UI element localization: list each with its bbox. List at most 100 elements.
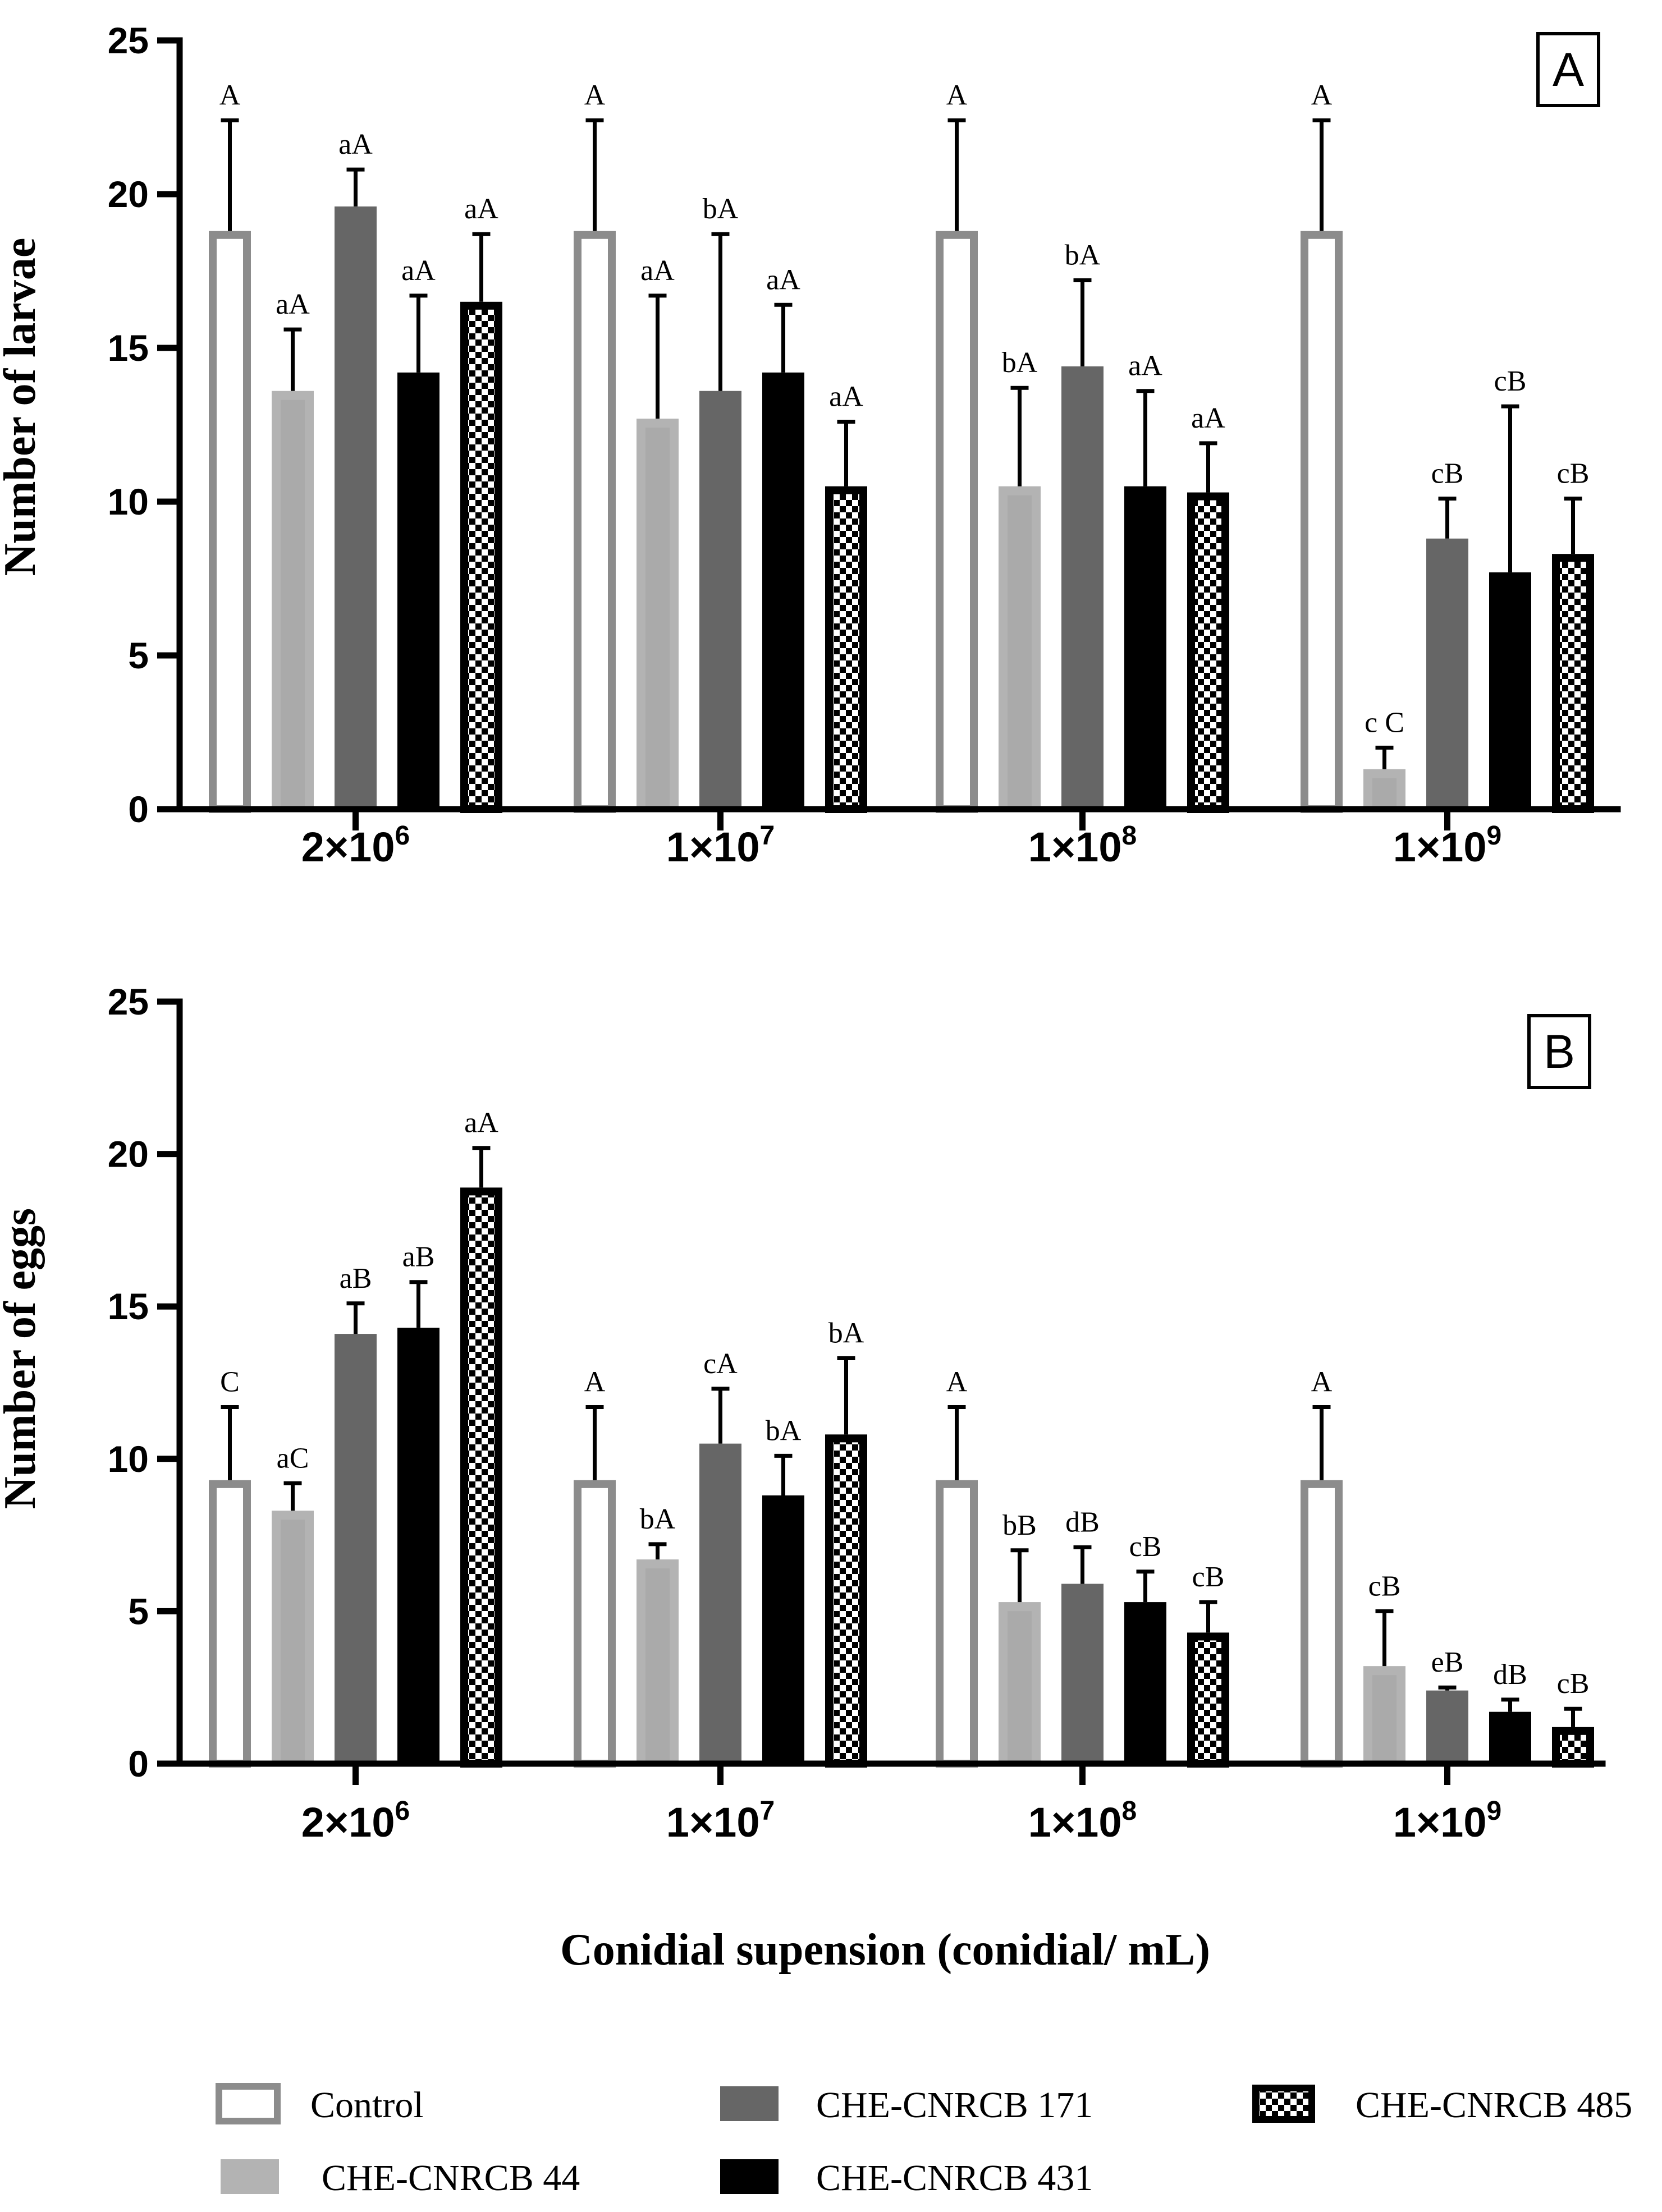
panel-a-significance-label: A <box>946 79 968 111</box>
legend-label-che-cnrcb-431: CHE-CNRCB 431 <box>816 2158 1093 2199</box>
panel-b-significance-label: cA <box>703 1348 738 1380</box>
panel-a-significance-label: aA <box>1128 350 1162 382</box>
legend-label-che-cnrcb-485: CHE-CNRCB 485 <box>1356 2085 1632 2126</box>
panel-b-significance-label: aC <box>277 1442 309 1474</box>
panel-b-bar-che-cnrcb-44 <box>1363 1666 1405 1764</box>
legend-swatch-che-cnrcb-485 <box>1252 2085 1315 2123</box>
panel-b-category-label: 1×109 <box>1393 1796 1501 1846</box>
panel-b-bar-che-cnrcb-44 <box>637 1559 679 1764</box>
panel-b-bar-che-cnrcb-44 <box>999 1602 1041 1764</box>
panel-a-bar-che-cnrcb-485 <box>1552 554 1594 813</box>
x-axis-title: Conidial supension (conidial/ mL) <box>560 1925 1210 1975</box>
panel-a-bar-che-cnrcb-44-shade <box>1008 495 1032 809</box>
panel-b-bar-che-cnrcb-44-shade <box>645 1568 670 1764</box>
panel-a-bar-che-cnrcb-171 <box>1061 366 1104 809</box>
panel-a-significance-label: bA <box>1065 239 1101 271</box>
panel-a-bar-control <box>209 231 251 813</box>
panel-a-significance-label: aA <box>766 264 800 296</box>
legend-swatch-che-cnrcb-44 <box>221 2159 279 2194</box>
panel-b-bar-control <box>574 1480 616 1768</box>
panel-b-significance-label: dB <box>1065 1506 1100 1538</box>
panel-a-y-tick-label: 5 <box>128 635 149 676</box>
panel-b-significance-label: cB <box>1557 1668 1590 1700</box>
panel-a-bar-che-cnrcb-171 <box>1426 538 1468 809</box>
panel-a-bar-che-cnrcb-431 <box>1124 486 1166 809</box>
panel-b-letter-box: B <box>1527 1014 1591 1089</box>
panel-a-bar-che-cnrcb-44 <box>637 419 679 809</box>
panel-a-bar-control <box>936 231 978 813</box>
panel-b-bar-che-cnrcb-431 <box>397 1328 439 1764</box>
panel-a-letter-box: A <box>1536 32 1600 107</box>
panel-b-bar-che-cnrcb-171 <box>1061 1584 1104 1764</box>
panel-a-significance-label: bA <box>703 193 739 225</box>
panel-a-significance-label: A <box>219 79 241 111</box>
panel-a-significance-label: aA <box>829 381 863 413</box>
panel-a-significance-label: aA <box>464 193 498 225</box>
panel-b-significance-label: aA <box>464 1107 498 1139</box>
panel-a-y-tick-label: 15 <box>108 327 149 369</box>
legend-label-che-cnrcb-44: CHE-CNRCB 44 <box>322 2158 580 2199</box>
panel-b-significance-label: cB <box>1192 1561 1225 1593</box>
panel-a-bar-control <box>574 231 616 813</box>
panel-b-category-label: 1×107 <box>666 1796 775 1846</box>
panel-a-y-tick-label: 10 <box>108 481 149 522</box>
panel-a-bar-che-cnrcb-44-shade <box>281 400 305 809</box>
panel-a-significance-label: A <box>584 79 606 111</box>
panel-b-bar-che-cnrcb-171 <box>335 1334 377 1764</box>
panel-a-bar-che-cnrcb-44 <box>999 486 1041 809</box>
panel-a-bar-che-cnrcb-431 <box>397 372 439 809</box>
panel-b-eggs-chart: C A A AaC bA bB cB aB cA dB eB aB bA cB dB aA bA cB cB 0 5 1… <box>0 981 1606 1846</box>
panel-b-category-label: 1×108 <box>1028 1796 1137 1846</box>
legend-item-che-cnrcb-44: CHE-CNRCB 44 <box>221 2158 580 2199</box>
panel-b-significance-label: bA <box>640 1503 676 1535</box>
panel-b-significance-label: A <box>1311 1366 1333 1398</box>
panel-b-y-tick-label: 10 <box>108 1438 149 1480</box>
panel-a-significance-label: aA <box>401 255 436 287</box>
panel-a-significance-label: bA <box>1002 347 1038 379</box>
panel-a-significance-label: cB <box>1494 365 1527 397</box>
panel-b-significance-label: bA <box>766 1415 802 1447</box>
panel-b-y-tick-label: 15 <box>108 1286 149 1327</box>
legend-label-che-cnrcb-171: CHE-CNRCB 171 <box>816 2085 1093 2126</box>
legend: Control CHE-CNRCB 44 CHE-CNRCB 171 CHE-C… <box>216 2083 1632 2199</box>
panel-a-significance-label: A <box>1311 79 1333 111</box>
panel-b-bar-che-cnrcb-431 <box>1489 1711 1531 1764</box>
panel-a-bar-che-cnrcb-485 <box>460 301 502 813</box>
panel-b-bar-control <box>209 1480 251 1768</box>
panel-b-category-label: 2×106 <box>301 1796 410 1846</box>
panel-a-bar-che-cnrcb-485 <box>825 486 867 813</box>
panel-b-bar-che-cnrcb-44 <box>272 1511 314 1764</box>
panel-a-y-tick-label: 25 <box>108 20 149 61</box>
panel-a-bar-che-cnrcb-171 <box>335 206 377 809</box>
panel-b-bar-che-cnrcb-171 <box>699 1443 741 1764</box>
panel-b-bar-che-cnrcb-171 <box>1426 1690 1468 1764</box>
panel-b-bars: C A A AaC bA bB cB aB cA dB eB aB bA cB dB aA bA cB cB <box>209 1107 1594 1768</box>
panel-a-bar-che-cnrcb-44 <box>272 391 314 809</box>
panel-a-significance-label: aA <box>338 129 373 160</box>
panel-b-y-tick-label: 0 <box>128 1743 149 1784</box>
panel-b-y-tick-label: 25 <box>108 981 149 1022</box>
panel-b-bar-che-cnrcb-431 <box>762 1495 804 1764</box>
panel-b-bar-control <box>1301 1480 1343 1768</box>
panel-b-bar-che-cnrcb-485 <box>825 1434 867 1768</box>
panel-a-significance-label: aA <box>640 255 675 287</box>
panel-a-significance-label: cB <box>1557 458 1590 490</box>
panel-a-letter: A <box>1553 43 1584 96</box>
panel-b-bar-control <box>936 1480 978 1768</box>
panel-b-y-tick-label: 5 <box>128 1590 149 1632</box>
panel-a-category-label: 1×107 <box>666 821 775 870</box>
legend-item-che-cnrcb-171: CHE-CNRCB 171 <box>720 2085 1093 2126</box>
panel-b-significance-label: bA <box>828 1318 864 1350</box>
panel-a-y-tick-label: 0 <box>128 788 149 830</box>
panel-b-significance-label: cB <box>1129 1531 1162 1563</box>
panel-b-bar-che-cnrcb-44-shade <box>281 1520 305 1764</box>
panel-a-bar-che-cnrcb-44-shade <box>645 428 670 809</box>
legend-swatch-che-cnrcb-431 <box>720 2159 779 2194</box>
panel-b-bar-che-cnrcb-485 <box>1187 1632 1229 1768</box>
panel-b-letter: B <box>1544 1025 1575 1078</box>
panel-a-significance-label: aA <box>1191 402 1225 434</box>
panel-a-bar-che-cnrcb-485 <box>1187 492 1229 813</box>
panel-b-bar-che-cnrcb-485 <box>1552 1727 1594 1768</box>
panel-b-significance-label: A <box>946 1366 968 1398</box>
